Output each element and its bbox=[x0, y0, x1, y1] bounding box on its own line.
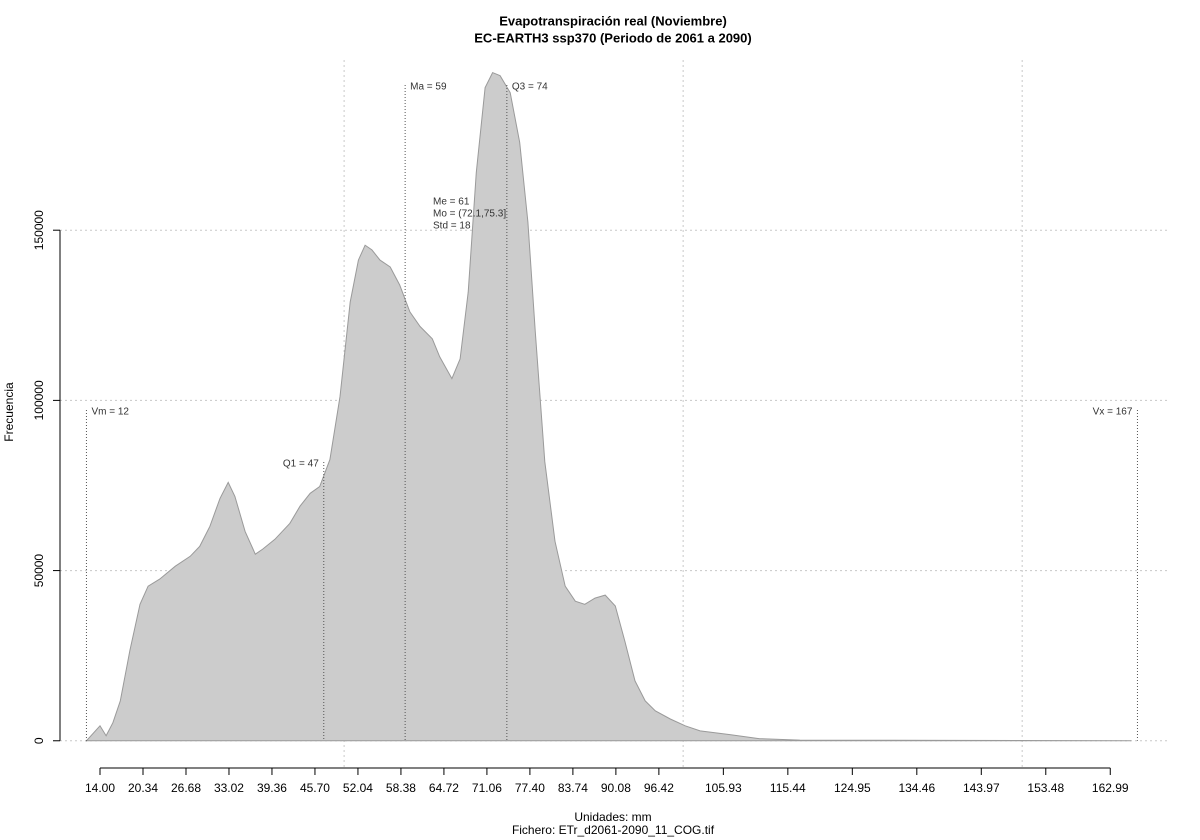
x-tick-label: 39.36 bbox=[257, 781, 287, 795]
x-tick-label: 105.93 bbox=[705, 781, 742, 795]
stat-label: Mo = (72.1,75.3] bbox=[433, 209, 506, 220]
annotation-label: Q3 = 74 bbox=[512, 82, 548, 93]
y-tick-label: 100000 bbox=[32, 380, 46, 420]
x-tick-label: 77.40 bbox=[515, 781, 545, 795]
x-tick-label: 58.38 bbox=[386, 781, 416, 795]
x-tick-label: 153.48 bbox=[1027, 781, 1064, 795]
chart-subtitle: EC-EARTH3 ssp370 (Periodo de 2061 a 2090… bbox=[474, 30, 751, 45]
annotation-label: Vx = 167 bbox=[1093, 407, 1133, 418]
x-axis-label: Unidades: mm bbox=[574, 810, 651, 824]
y-tick-label: 0 bbox=[32, 737, 46, 744]
annotation-label: Q1 = 47 bbox=[283, 459, 319, 470]
x-tick-label: 83.74 bbox=[558, 781, 588, 795]
density-area bbox=[85, 71, 1132, 743]
x-tick-label: 52.04 bbox=[343, 781, 373, 795]
stat-label: Me = 61 bbox=[433, 197, 470, 208]
file-label: Fichero: ETr_d2061-2090_11_COG.tif bbox=[512, 823, 715, 837]
y-tick-label: 150000 bbox=[32, 210, 46, 250]
x-tick-label: 115.44 bbox=[770, 781, 806, 795]
annotation-label: Ma = 59 bbox=[410, 82, 447, 93]
x-tick-label: 71.06 bbox=[472, 781, 502, 795]
x-tick-label: 134.46 bbox=[898, 781, 935, 795]
stat-label: Std = 18 bbox=[433, 221, 471, 232]
x-tick-label: 143.97 bbox=[963, 781, 1000, 795]
x-tick-label: 20.34 bbox=[128, 781, 158, 795]
x-tick-label: 64.72 bbox=[429, 781, 459, 795]
x-tick-label: 14.00 bbox=[85, 781, 115, 795]
x-tick-label: 162.99 bbox=[1092, 781, 1129, 795]
x-tick-label: 96.42 bbox=[644, 781, 674, 795]
y-tick-label: 50000 bbox=[32, 554, 46, 588]
x-tick-label: 124.95 bbox=[834, 781, 871, 795]
y-axis-label: Frecuencia bbox=[2, 382, 16, 442]
chart-title: Evapotranspiración real (Noviembre) bbox=[499, 13, 727, 28]
annotation-label: Vm = 12 bbox=[91, 407, 129, 418]
x-tick-label: 26.68 bbox=[171, 781, 201, 795]
x-tick-label: 90.08 bbox=[601, 781, 631, 795]
x-tick-label: 45.70 bbox=[300, 781, 330, 795]
x-tick-label: 33.02 bbox=[214, 781, 244, 795]
